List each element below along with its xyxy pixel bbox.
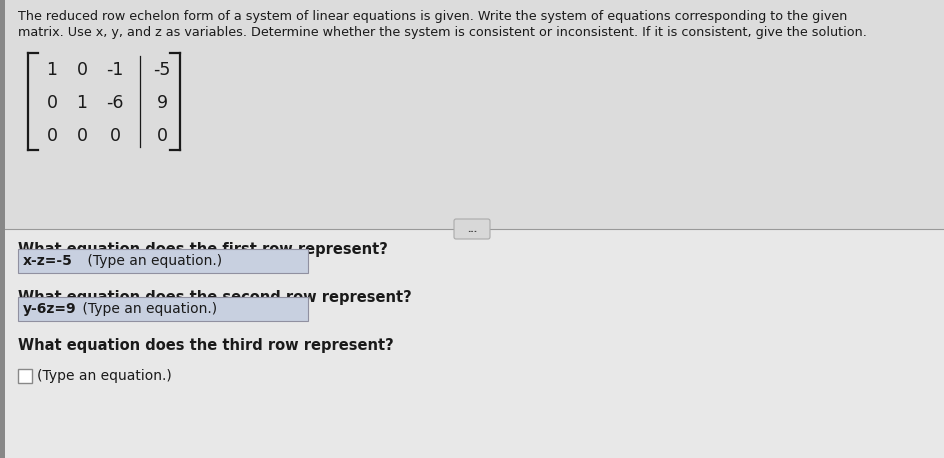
Text: x-z=-5: x-z=-5 (23, 254, 73, 268)
Text: 1: 1 (76, 94, 88, 112)
Text: 0: 0 (76, 127, 88, 145)
Text: -1: -1 (106, 61, 124, 79)
FancyBboxPatch shape (453, 219, 490, 239)
Text: 9: 9 (157, 94, 167, 112)
Text: y-6z=9: y-6z=9 (23, 302, 76, 316)
Text: -6: -6 (106, 94, 124, 112)
Text: The reduced row echelon form of a system of linear equations is given. Write the: The reduced row echelon form of a system… (18, 10, 847, 23)
Bar (18, 297, 308, 321)
Text: 0: 0 (157, 127, 167, 145)
Text: 0: 0 (110, 127, 121, 145)
Text: (Type an equation.): (Type an equation.) (83, 254, 222, 268)
Text: What equation does the third row represent?: What equation does the third row represe… (18, 338, 394, 353)
Text: 0: 0 (46, 127, 58, 145)
Bar (18, 369, 32, 383)
Text: What equation does the first row represent?: What equation does the first row represe… (18, 242, 387, 257)
Text: ...: ... (466, 224, 477, 234)
Text: -5: -5 (153, 61, 171, 79)
Text: (Type an equation.): (Type an equation.) (78, 302, 217, 316)
Bar (5, 229, 944, 458)
Text: (Type an equation.): (Type an equation.) (37, 369, 172, 383)
Text: 0: 0 (76, 61, 88, 79)
Bar (18, 249, 308, 273)
Text: 0: 0 (46, 94, 58, 112)
Bar (0, 0, 5, 458)
Text: 1: 1 (46, 61, 58, 79)
Text: What equation does the second row represent?: What equation does the second row repres… (18, 290, 412, 305)
Bar (5, 0, 944, 229)
Text: matrix. Use x, y, and z as variables. Determine whether the system is consistent: matrix. Use x, y, and z as variables. De… (18, 26, 866, 39)
